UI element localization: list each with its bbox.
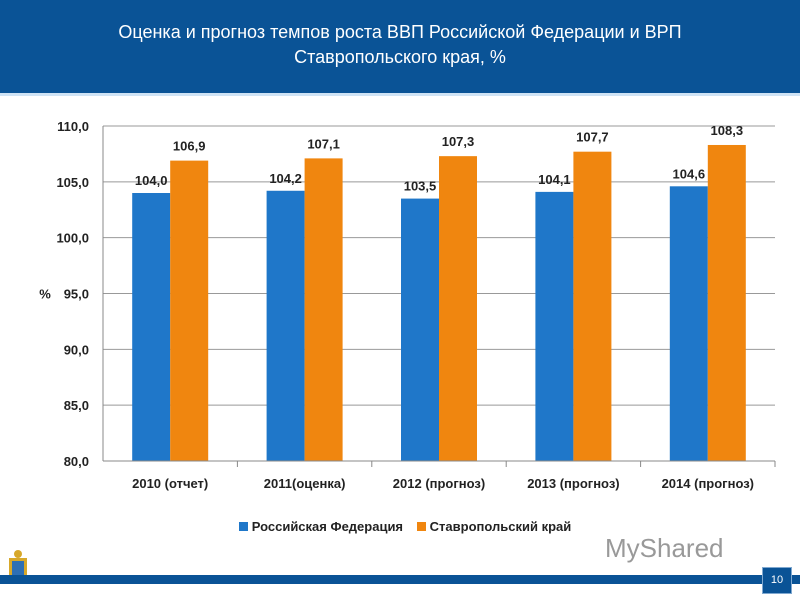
data-label: 104,1 (538, 172, 571, 187)
page-number: 10 (762, 567, 792, 594)
bar-russia (669, 186, 708, 462)
header-bar: Оценка и прогноз темпов роста ВВП Россий… (0, 0, 800, 96)
bar-stavropol (170, 160, 209, 461)
y-axis-label: % (39, 287, 51, 302)
bar-stavropol (439, 156, 477, 461)
x-tick-label: 2011(оценка) (264, 476, 346, 491)
data-label: 104,2 (269, 171, 302, 186)
data-label: 104,6 (673, 166, 706, 181)
bar-chart: 80,0 85,0 90,0 95,0 100,0 105,0 110,0% 2010 (от… (39, 119, 776, 491)
slide-title: Оценка и прогноз темпов роста ВВП Россий… (118, 22, 682, 67)
coat-of-arms-icon (9, 550, 27, 583)
y-tick-label: 90,0 (64, 342, 89, 357)
legend-label-rf: Российская Федерация (251, 519, 404, 534)
bar-russia (266, 190, 305, 461)
bar-stavropol (304, 158, 343, 461)
data-label: 104,0 (135, 173, 168, 188)
bar-stavropol (707, 144, 746, 461)
data-label: 107,3 (442, 134, 475, 149)
footer-stripe (0, 575, 800, 584)
y-tick-label: 95,0 (64, 287, 89, 302)
legend-swatch-rf (238, 522, 248, 531)
y-tick-label: 105,0 (56, 175, 89, 190)
legend: Российская Федерация Ставропольский край (0, 519, 800, 534)
y-tick-label: 100,0 (56, 231, 89, 246)
data-label: 107,1 (307, 136, 340, 151)
watermark: MyShared (605, 533, 724, 563)
legend-label-sk: Ставропольский край (429, 519, 572, 534)
bar-russia (535, 191, 574, 461)
x-tick-label: 2010 (отчет) (132, 476, 208, 491)
y-tick-label: 85,0 (64, 398, 89, 413)
data-label: 108,3 (711, 123, 744, 138)
bar-russia (132, 193, 171, 461)
x-tick-label: 2014 (прогноз) (662, 476, 754, 491)
data-label: 107,7 (576, 130, 609, 145)
bar-russia (401, 198, 439, 461)
data-label: 103,5 (404, 179, 437, 194)
y-tick-label: 80,0 (64, 454, 89, 469)
legend-swatch-sk (416, 522, 426, 531)
x-tick-label: 2012 (прогноз) (393, 476, 485, 491)
data-label: 106,9 (173, 139, 206, 154)
x-tick-label: 2013 (прогноз) (527, 476, 619, 491)
y-tick-label: 110,0 (57, 119, 89, 134)
bar-stavropol (573, 151, 612, 461)
